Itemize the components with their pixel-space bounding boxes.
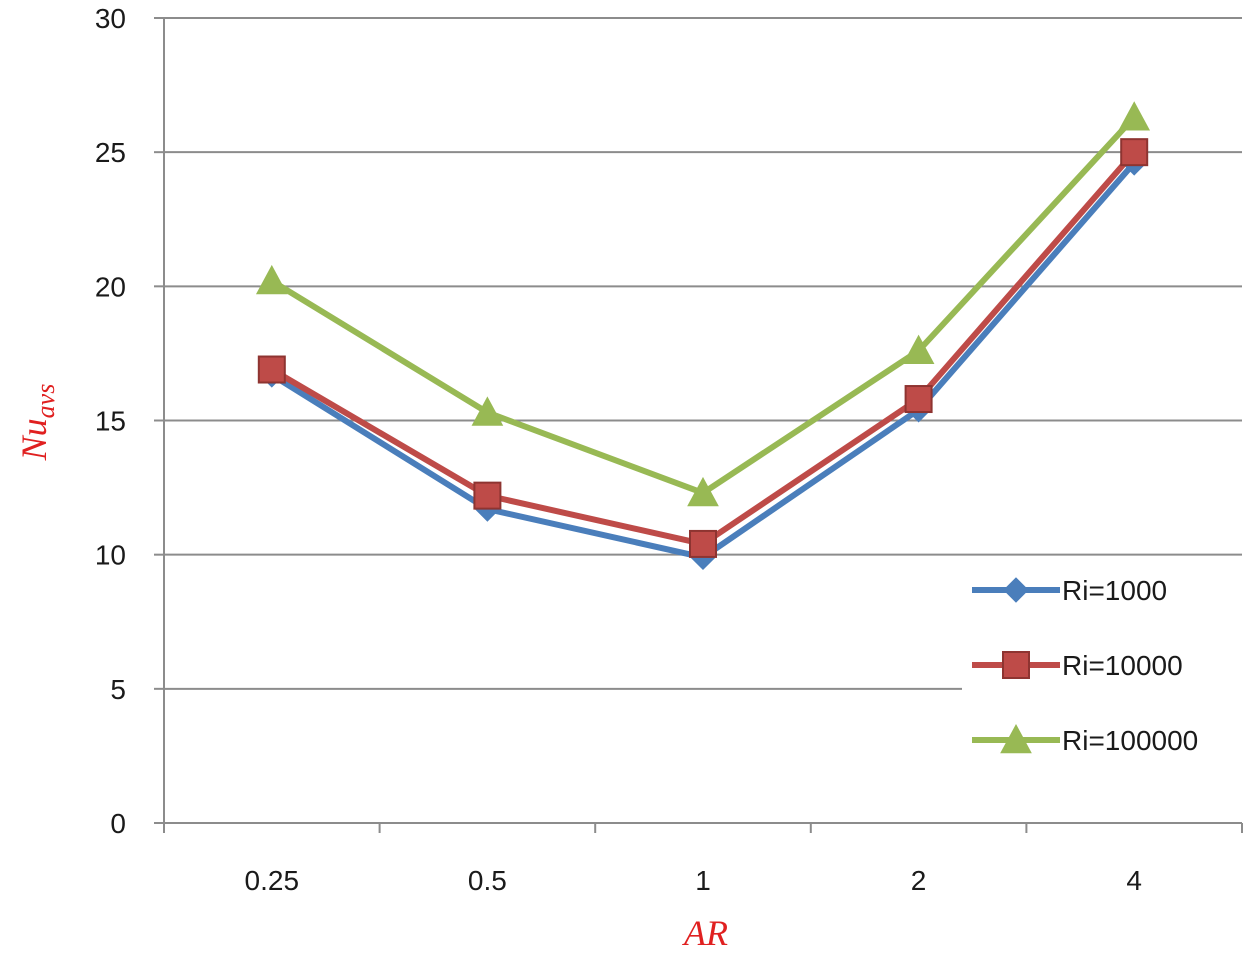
axes [154,17,1243,833]
legend-label: Ri=100000 [1062,725,1198,756]
y-axis-title: Nuavs [14,384,60,462]
y-axis-title-subscript: avs [31,384,60,419]
legend-marker-Ri=10000 [1002,651,1030,679]
x-tick-label: 0.25 [245,865,300,896]
x-tick-label: 2 [911,865,927,896]
legend-marker-Ri=100000 [1000,723,1032,754]
y-tick-label: 10 [95,540,126,571]
y-tick-labels: 0 5 10 15 20 25 30 [95,3,126,839]
y-tick-label: 15 [95,406,126,437]
data-point-Ri=10000 [689,529,717,558]
y-tick-label: 20 [95,271,126,302]
legend-label: Ri=10000 [1062,650,1183,681]
x-tick-label: 1 [695,865,711,896]
data-point-Ri=10000 [257,355,286,384]
data-point-Ri=100000 [902,334,935,364]
legend: Ri=1000 Ri=10000 Ri=100000 [972,575,1198,756]
data-point-Ri=100000 [1118,101,1151,131]
legend-marker-Ri=1000 [1003,577,1029,603]
data-point-Ri=100000 [471,396,504,426]
data-point-Ri=100000 [255,264,288,295]
data-point-Ri=100000 [687,476,719,507]
y-tick-label: 5 [110,674,126,705]
x-axis-title: AR [682,913,728,953]
x-tick-labels: 0.25 0.5 1 2 4 [245,865,1142,896]
data-point-Ri=10000 [904,385,933,414]
data-point-Ri=10000 [473,481,502,510]
series-line-Ri=100000 [270,115,1137,496]
data-point-Ri=10000 [1120,138,1149,167]
y-tick-label: 25 [95,137,126,168]
y-tick-label: 30 [95,3,126,34]
y-tick-label: 0 [110,808,126,839]
x-tick-label: 4 [1126,865,1142,896]
series-group [255,101,1151,571]
y-axis-title-main: Nu [14,418,54,461]
x-tick-label: 0.5 [468,865,507,896]
legend-label: Ri=1000 [1062,575,1167,606]
